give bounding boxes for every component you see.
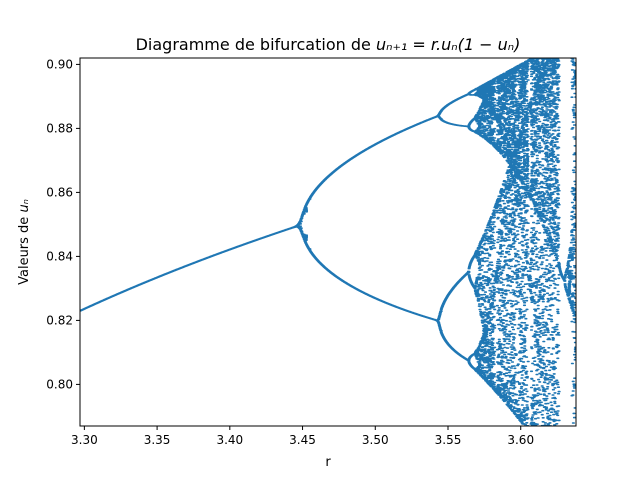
x-tick-label: 3.40 (216, 433, 243, 447)
y-tick-label: 0.86 (46, 185, 73, 199)
x-axis-ticks: 3.30 3.35 3.40 3.45 3.50 3.55 3.60 (71, 426, 534, 447)
y-axis-ticks: 0.80 0.82 0.84 0.86 0.88 0.90 (46, 57, 80, 391)
x-tick-label: 3.35 (144, 433, 171, 447)
y-tick-label: 0.90 (46, 57, 73, 71)
y-tick-label: 0.84 (46, 249, 73, 263)
x-tick-label: 3.60 (507, 433, 534, 447)
chart-title-text: Diagramme de bifurcation de (136, 35, 376, 54)
chart-title-formula: uₙ₊₁ = r.uₙ(1 − uₙ) (376, 35, 520, 54)
x-axis-label: r (325, 455, 331, 470)
x-tick-label: 3.30 (71, 433, 98, 447)
axes-frame (79, 57, 577, 427)
y-tick-label: 0.80 (46, 377, 73, 391)
x-tick-label: 3.50 (362, 433, 389, 447)
y-tick-label: 0.88 (46, 121, 73, 135)
x-tick-label: 3.55 (435, 433, 462, 447)
y-axis-label-text: Valeurs de (17, 213, 32, 285)
y-axis-label-var: uₙ (17, 199, 32, 212)
y-tick-label: 0.82 (46, 313, 73, 327)
x-tick-label: 3.45 (289, 433, 316, 447)
y-axis-label: Valeurs de uₙ (17, 199, 32, 285)
chart-title: Diagramme de bifurcation de uₙ₊₁ = r.uₙ(… (136, 35, 521, 54)
